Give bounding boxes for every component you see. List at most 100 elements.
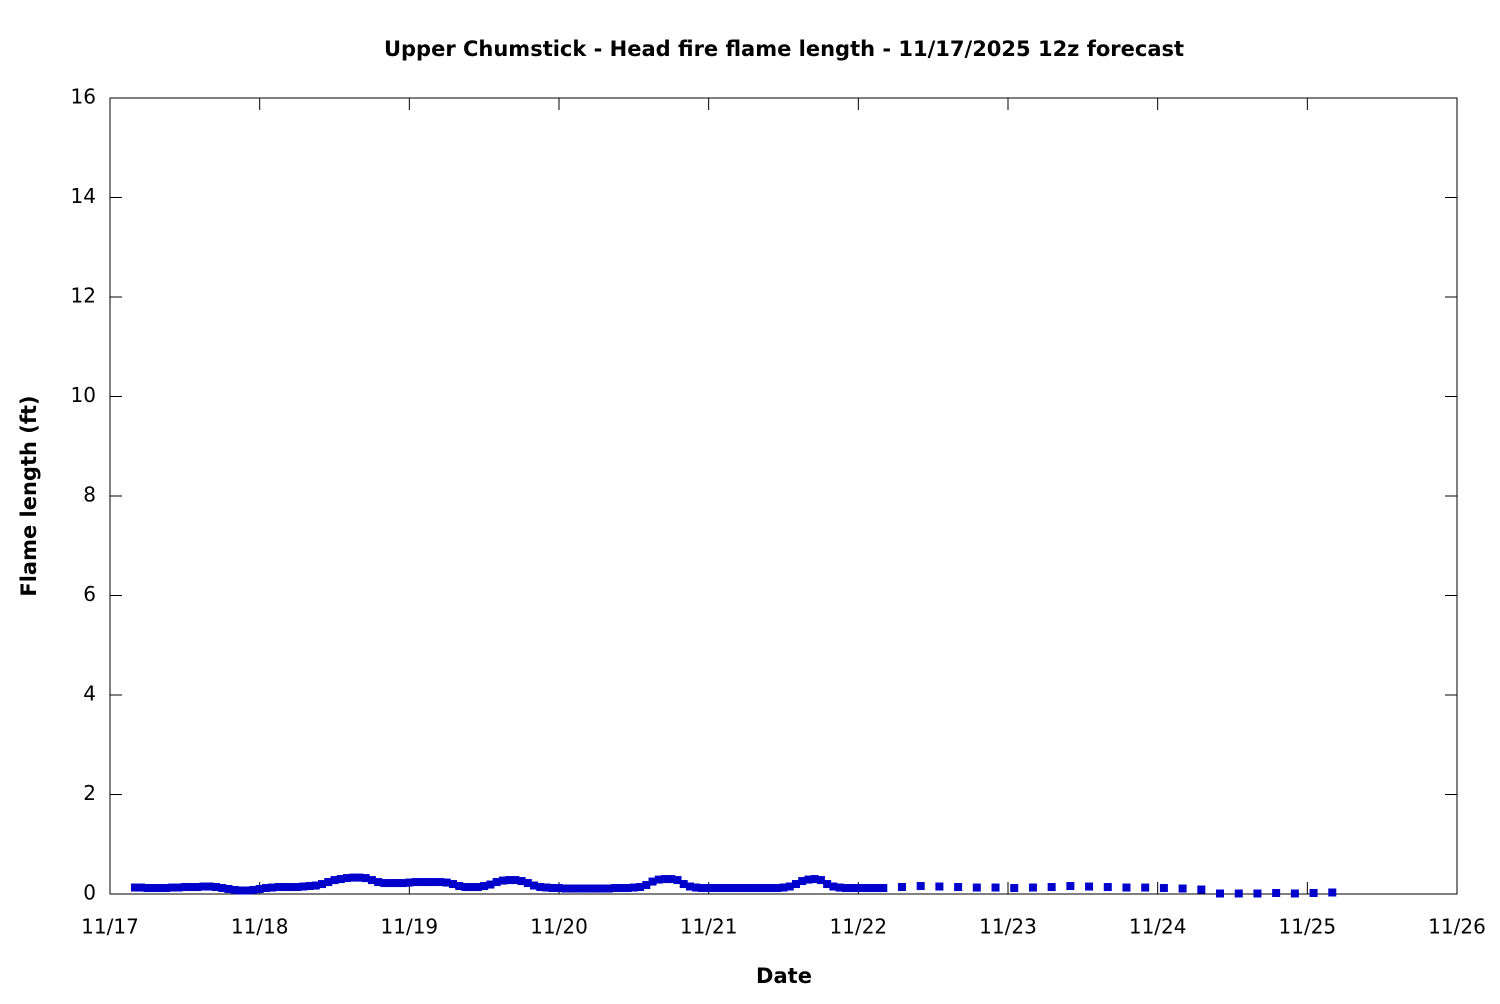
point bbox=[916, 882, 925, 891]
point bbox=[311, 881, 320, 890]
point bbox=[667, 875, 676, 884]
point bbox=[511, 876, 520, 885]
point bbox=[361, 874, 370, 883]
x-tick-label: 11/19 bbox=[381, 915, 439, 939]
point bbox=[536, 883, 545, 892]
point bbox=[130, 883, 139, 892]
point bbox=[480, 882, 489, 891]
y-tick-label: 16 bbox=[71, 85, 96, 109]
point bbox=[523, 879, 532, 888]
point bbox=[841, 884, 850, 893]
point bbox=[735, 884, 744, 893]
point bbox=[617, 884, 626, 893]
point bbox=[579, 884, 588, 893]
point bbox=[1328, 888, 1337, 897]
y-tick-label: 6 bbox=[83, 582, 96, 606]
point bbox=[629, 883, 638, 892]
point bbox=[561, 884, 570, 893]
point bbox=[374, 878, 383, 887]
point bbox=[143, 884, 152, 893]
point bbox=[424, 878, 433, 887]
point bbox=[180, 883, 189, 892]
point bbox=[760, 884, 769, 893]
point bbox=[1047, 883, 1056, 892]
point bbox=[505, 876, 514, 885]
point bbox=[1122, 883, 1131, 892]
point bbox=[342, 874, 351, 883]
point bbox=[567, 884, 576, 893]
point bbox=[573, 884, 582, 893]
point bbox=[305, 882, 314, 891]
point bbox=[679, 880, 688, 889]
point bbox=[261, 884, 270, 893]
point bbox=[274, 883, 283, 892]
point bbox=[897, 883, 906, 892]
point bbox=[654, 875, 663, 884]
point bbox=[299, 882, 308, 891]
x-tick-label: 11/20 bbox=[530, 915, 588, 939]
point bbox=[249, 886, 258, 895]
point bbox=[162, 884, 171, 893]
point bbox=[218, 884, 227, 893]
point bbox=[442, 878, 451, 887]
point bbox=[417, 878, 426, 887]
point bbox=[461, 883, 470, 892]
point bbox=[823, 880, 832, 889]
point bbox=[174, 883, 183, 892]
point bbox=[230, 886, 239, 895]
point bbox=[773, 884, 782, 893]
point bbox=[1066, 882, 1075, 891]
point bbox=[623, 884, 632, 893]
point bbox=[555, 884, 563, 893]
y-tick-label: 12 bbox=[71, 284, 96, 308]
point bbox=[324, 878, 333, 887]
point bbox=[448, 880, 457, 889]
point bbox=[548, 884, 557, 893]
point bbox=[1159, 884, 1168, 893]
point bbox=[455, 882, 464, 891]
y-tick-label: 14 bbox=[71, 184, 96, 208]
point bbox=[255, 885, 264, 894]
point bbox=[1028, 883, 1037, 892]
point bbox=[380, 879, 389, 888]
point bbox=[592, 884, 601, 893]
point bbox=[854, 884, 863, 893]
point bbox=[767, 884, 776, 893]
x-tick-label: 11/21 bbox=[680, 915, 738, 939]
point bbox=[586, 884, 595, 893]
point bbox=[954, 883, 963, 892]
point bbox=[648, 877, 657, 886]
y-tick-label: 10 bbox=[71, 383, 96, 407]
point bbox=[318, 880, 327, 889]
point bbox=[611, 884, 620, 893]
point bbox=[155, 884, 164, 893]
point bbox=[835, 883, 844, 892]
point bbox=[866, 884, 875, 893]
point bbox=[286, 883, 295, 892]
point bbox=[729, 884, 738, 893]
point bbox=[199, 882, 208, 891]
point bbox=[935, 882, 944, 891]
point bbox=[1216, 889, 1225, 898]
point bbox=[168, 883, 177, 892]
point bbox=[405, 878, 414, 887]
point bbox=[187, 883, 196, 892]
x-axis-title: Date bbox=[756, 964, 812, 988]
point bbox=[517, 877, 526, 886]
point bbox=[816, 876, 825, 885]
point bbox=[1197, 885, 1206, 894]
point bbox=[330, 876, 339, 885]
point bbox=[804, 875, 813, 884]
point bbox=[236, 886, 245, 895]
point bbox=[692, 883, 701, 892]
point bbox=[293, 883, 302, 892]
point bbox=[224, 885, 233, 894]
point bbox=[685, 882, 694, 891]
x-tick-label: 11/24 bbox=[1129, 915, 1187, 939]
point bbox=[430, 878, 439, 887]
point bbox=[829, 882, 838, 891]
point bbox=[280, 883, 289, 892]
point bbox=[193, 883, 202, 892]
